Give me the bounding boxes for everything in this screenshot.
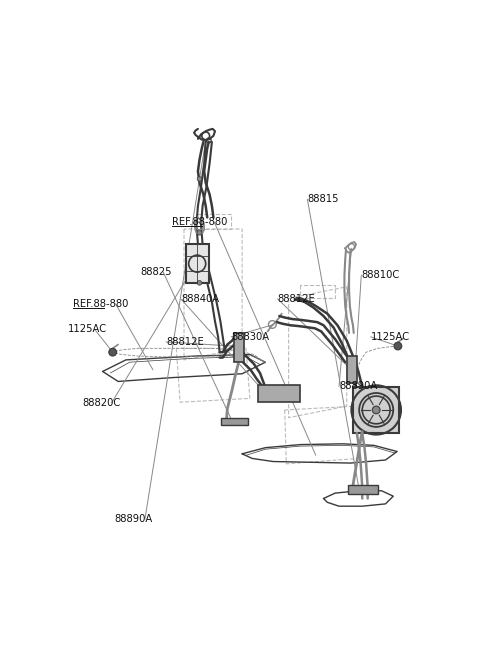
Circle shape (197, 177, 202, 181)
Bar (348, 486, 378, 494)
Circle shape (109, 348, 117, 356)
Bar (258, 385, 300, 402)
Text: 88812E: 88812E (166, 337, 204, 347)
Bar (221, 418, 248, 425)
Text: 88815: 88815 (307, 194, 339, 204)
Bar (186, 244, 209, 283)
Text: REF.88-880: REF.88-880 (73, 299, 128, 309)
Text: 88812E: 88812E (277, 294, 315, 304)
Text: 88820C: 88820C (83, 397, 120, 407)
Bar (347, 356, 357, 383)
Text: 1125AC: 1125AC (67, 325, 107, 334)
Circle shape (197, 231, 202, 235)
Circle shape (372, 406, 380, 414)
Text: 88830A: 88830A (231, 332, 269, 342)
Bar (234, 333, 244, 362)
Text: 88840A: 88840A (181, 294, 219, 304)
Bar (353, 387, 399, 433)
Circle shape (394, 342, 402, 350)
Text: 88810C: 88810C (361, 270, 399, 280)
Circle shape (197, 281, 202, 285)
Text: REF.88-880: REF.88-880 (172, 217, 227, 227)
Text: 1125AC: 1125AC (371, 332, 410, 342)
Text: 88825: 88825 (140, 267, 171, 277)
Text: 88890A: 88890A (339, 382, 377, 392)
Text: 88890A: 88890A (114, 514, 152, 524)
